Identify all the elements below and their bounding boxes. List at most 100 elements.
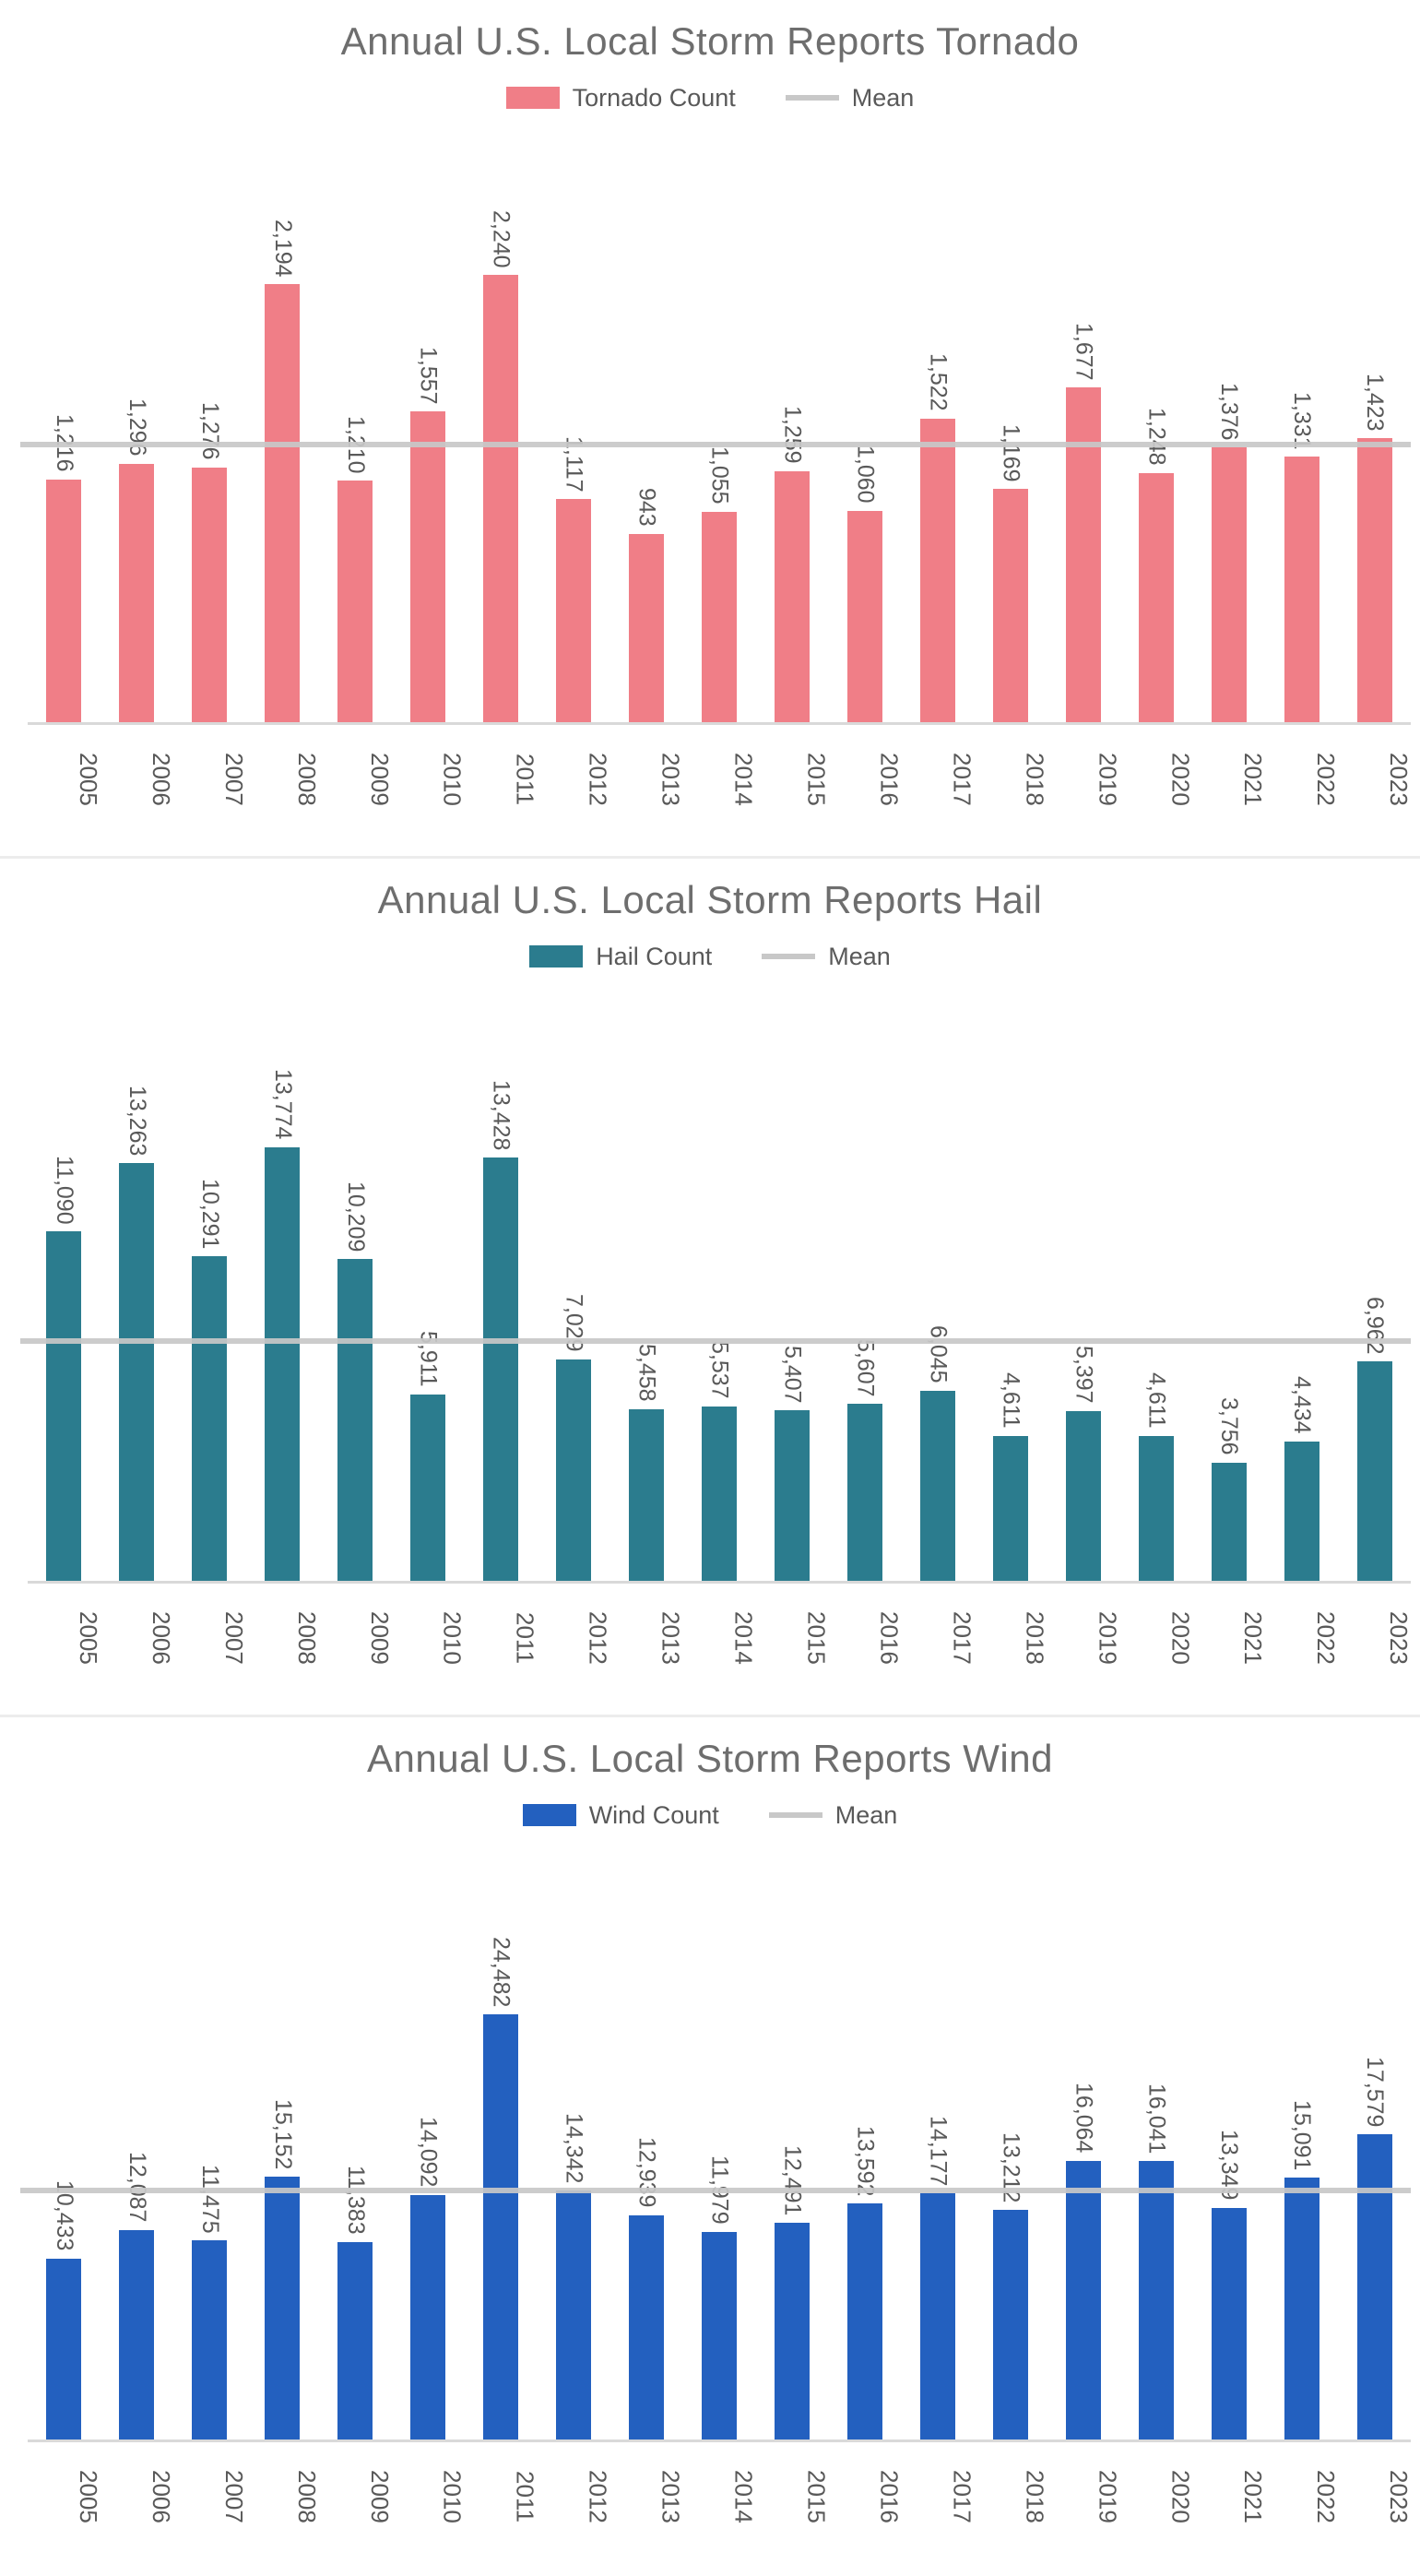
bar-column-2016: 5,607	[828, 982, 901, 1581]
bar	[846, 510, 882, 722]
bar	[119, 463, 155, 722]
hail-chart-section: Annual U.S. Local Storm Reports Hail Hai…	[0, 859, 1420, 1717]
bar	[410, 411, 446, 722]
x-axis-label: 2013	[657, 1611, 685, 1665]
bar	[919, 1390, 955, 1581]
mean-line-swatch	[785, 95, 839, 101]
mean-line	[20, 2187, 1411, 2193]
bar	[192, 2240, 228, 2439]
bar-column-2014: 11,979	[683, 1841, 756, 2439]
x-axis-label: 2008	[292, 2470, 321, 2523]
bar-column-2013: 12,939	[610, 1841, 683, 2439]
hail-plot-area: 11,090 13,263 10,291 13,774 10,209 5,911 13,42…	[20, 982, 1411, 1584]
x-axis-label: 2006	[147, 1611, 175, 1665]
legend-tornado: Tornado Count Mean	[0, 81, 1420, 114]
bar	[702, 2231, 738, 2439]
x-axis-label: 2010	[438, 2470, 467, 2523]
bar	[1211, 447, 1247, 722]
x-axis-label: 2008	[292, 753, 321, 806]
bar	[265, 284, 301, 722]
bar-column-2017: 14,177	[901, 1841, 974, 2439]
bar-column-2018: 1,169	[974, 124, 1047, 722]
bar	[556, 2190, 592, 2439]
bar-value-label: 13,592	[852, 2125, 879, 2197]
bar	[992, 2210, 1028, 2439]
hail-series-swatch	[529, 945, 584, 967]
bar-value-label: 1,060	[852, 445, 879, 504]
x-axis-label: 2022	[1312, 1611, 1341, 1665]
x-axis-label: 2018	[1021, 753, 1049, 806]
x-axis-label: 2007	[219, 753, 248, 806]
bar	[119, 2229, 155, 2439]
bar-column-2022: 4,434	[1265, 982, 1338, 1581]
bar	[1284, 2178, 1319, 2439]
bar	[337, 481, 373, 722]
bar	[629, 2214, 665, 2439]
bar-value-label: 12,087	[124, 2152, 150, 2222]
bar	[775, 2223, 810, 2439]
x-axis-label: 2022	[1312, 2470, 1341, 2523]
x-axis-label: 2010	[438, 753, 467, 806]
bar-column-2006: 12,087	[101, 1841, 173, 2439]
bar-column-2011: 24,482	[465, 1841, 538, 2439]
bar-value-label: 1,276	[196, 402, 223, 460]
bar	[410, 1395, 446, 1581]
x-axis-label: 2011	[511, 2471, 539, 2523]
bar-value-label: 14,177	[925, 2115, 952, 2187]
bar	[919, 418, 955, 722]
x-axis-label: 2005	[74, 2470, 102, 2523]
bar-column-2011: 13,428	[465, 982, 538, 1581]
bar	[1138, 2161, 1174, 2439]
mean-legend-label: Mean	[851, 83, 915, 112]
x-axis-label: 2011	[511, 1612, 539, 1664]
bar-value-label: 6,962	[1362, 1296, 1389, 1355]
bar-value-label: 5,458	[633, 1344, 660, 1402]
wind-series-swatch	[522, 1804, 576, 1826]
bar-value-label: 1,169	[998, 423, 1024, 482]
x-axis-label: 2007	[219, 2470, 248, 2523]
bar-value-label: 1,557	[415, 346, 442, 405]
bar	[775, 470, 810, 722]
bar-value-label: 5,407	[779, 1345, 806, 1404]
bar-value-label: 12,939	[633, 2137, 660, 2208]
x-axis-label: 2005	[74, 753, 102, 806]
x-axis-label: 2022	[1312, 753, 1341, 806]
bar	[1065, 2160, 1101, 2439]
bar	[46, 2258, 82, 2439]
bar-column-2010: 5,911	[392, 982, 465, 1581]
bar-column-2015: 5,407	[756, 982, 829, 1581]
bar-column-2008: 15,152	[246, 1841, 319, 2439]
bar-column-2010: 14,092	[392, 1841, 465, 2439]
bar-column-2020: 1,248	[1119, 124, 1192, 722]
x-axis-label: 2016	[875, 2470, 904, 2523]
x-axis-label: 2020	[1166, 1611, 1195, 1665]
bar	[192, 467, 228, 722]
bar-value-label: 2,240	[488, 209, 515, 268]
x-axis-label: 2012	[584, 1611, 612, 1665]
bar-value-label: 15,152	[269, 2098, 296, 2169]
bar-value-label: 11,383	[342, 2166, 369, 2235]
x-axis-label: 2021	[1239, 753, 1268, 806]
x-axis-label: 2009	[365, 753, 394, 806]
bar-column-2016: 13,592	[828, 1841, 901, 2439]
bar-value-label: 24,482	[488, 1937, 515, 2008]
x-axis-label: 2011	[511, 754, 539, 805]
bar-value-label: 2,194	[269, 219, 296, 278]
bar-value-label: 16,064	[1071, 2083, 1097, 2154]
bar	[1138, 1435, 1174, 1581]
bar-column-2013: 5,458	[610, 982, 683, 1581]
bar	[992, 1435, 1028, 1581]
bar-value-label: 13,774	[269, 1069, 296, 1140]
bar-column-2007: 10,291	[173, 982, 246, 1581]
bar	[483, 1157, 519, 1581]
bar-column-2009: 10,209	[319, 982, 392, 1581]
bar	[337, 1259, 373, 1581]
bar-column-2005: 1,216	[28, 124, 101, 722]
bar-column-2009: 11,383	[319, 1841, 392, 2439]
bar-column-2012: 1,117	[538, 124, 610, 722]
bar	[265, 2176, 301, 2439]
tornado-plot-area: 1,216 1,296 1,276 2,194 1,210 1,557 2,240 1,117…	[20, 124, 1411, 725]
x-axis-label: 2020	[1166, 2470, 1195, 2523]
bar-value-label: 5,537	[706, 1341, 733, 1399]
x-axis-label: 2006	[147, 2470, 175, 2523]
